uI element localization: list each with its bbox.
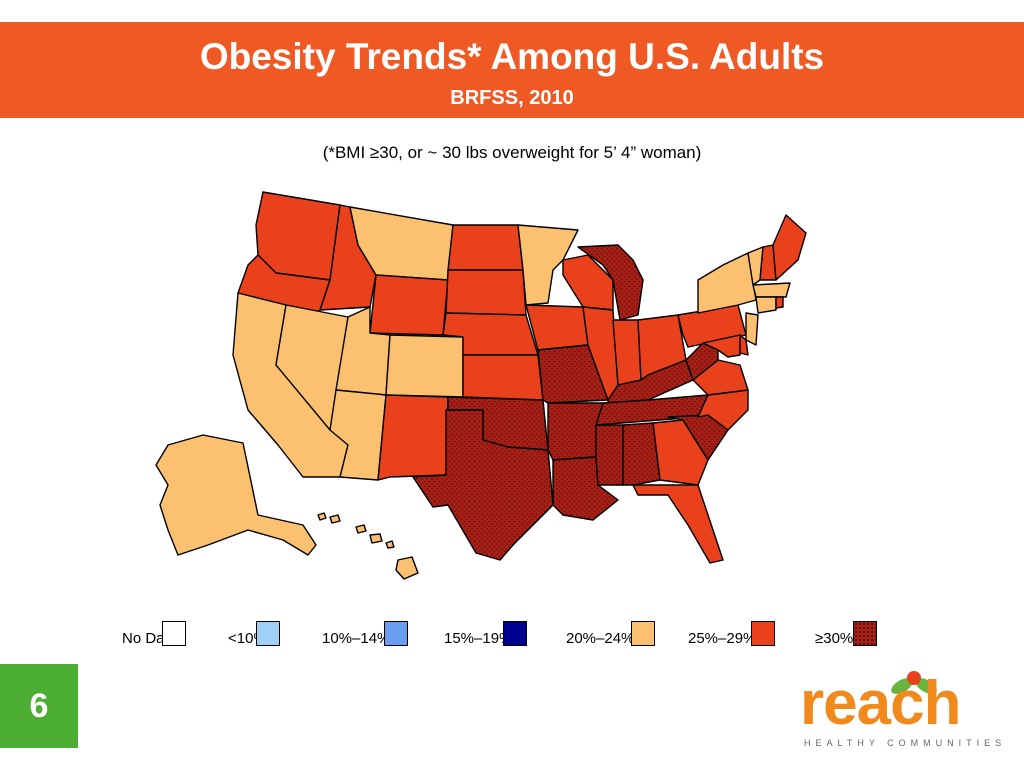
state-mi: [577, 244, 644, 321]
legend-swatch: [256, 621, 280, 646]
legend-label: 25%–29%: [688, 630, 757, 647]
state-ak: [155, 434, 317, 556]
legend-label: 20%–24%: [566, 630, 635, 647]
legend-swatch: [162, 621, 186, 646]
state-mo: [537, 344, 609, 404]
legend-label: 10%–14%: [322, 630, 391, 647]
bmi-footnote: (*BMI ≥30, or ~ 30 lbs overweight for 5’…: [322, 143, 702, 162]
state-nm: [377, 394, 449, 481]
state-md: [702, 334, 741, 358]
state-mn: [517, 224, 579, 306]
state-fl: [632, 484, 724, 564]
page-number: 6: [29, 687, 49, 725]
state-tx: [412, 409, 554, 561]
state-ct: [755, 296, 777, 314]
state-me: [772, 214, 807, 281]
state-nj: [745, 312, 759, 346]
state-ms: [595, 424, 624, 486]
legend-label: ≥30%: [815, 630, 854, 647]
legend-swatch: [853, 621, 877, 646]
state-sd: [445, 269, 527, 316]
state-co: [385, 334, 464, 398]
logo-tagline: HEALTHY COMMUNITIES: [804, 738, 1007, 748]
state-nd: [447, 224, 524, 271]
state-al: [622, 422, 661, 486]
state-in: [612, 319, 642, 386]
legend-label: 15%–19%: [444, 630, 513, 647]
state-hi: [317, 512, 419, 580]
page-number-badge: 6: [0, 664, 78, 748]
title-banner: [0, 22, 1024, 118]
state-ga: [652, 419, 709, 486]
logo-wordmark: reach: [800, 669, 961, 738]
us-obesity-map: [155, 191, 807, 580]
legend: No Data <10% 10%–14% 15%–19% 20%–24% 25%…: [0, 618, 1024, 658]
legend-swatch: [631, 621, 655, 646]
page-title: Obesity Trends* Among U.S. Adults: [199, 36, 825, 77]
state-ri: [775, 296, 784, 309]
legend-swatch: [503, 621, 527, 646]
page-subtitle: BRFSS, 2010: [450, 87, 574, 109]
leaf-icon: [891, 671, 937, 694]
state-ks: [462, 354, 544, 401]
state-ia: [525, 304, 589, 351]
state-ma: [752, 282, 791, 298]
legend-swatch: [751, 621, 775, 646]
state-wv: [685, 342, 719, 381]
state-ar: [547, 402, 604, 461]
reach-logo: reach HEALTHY COMMUNITIES: [796, 668, 1001, 750]
state-wy: [369, 274, 449, 336]
legend-swatch: [384, 621, 408, 646]
state-ny: [697, 252, 757, 314]
